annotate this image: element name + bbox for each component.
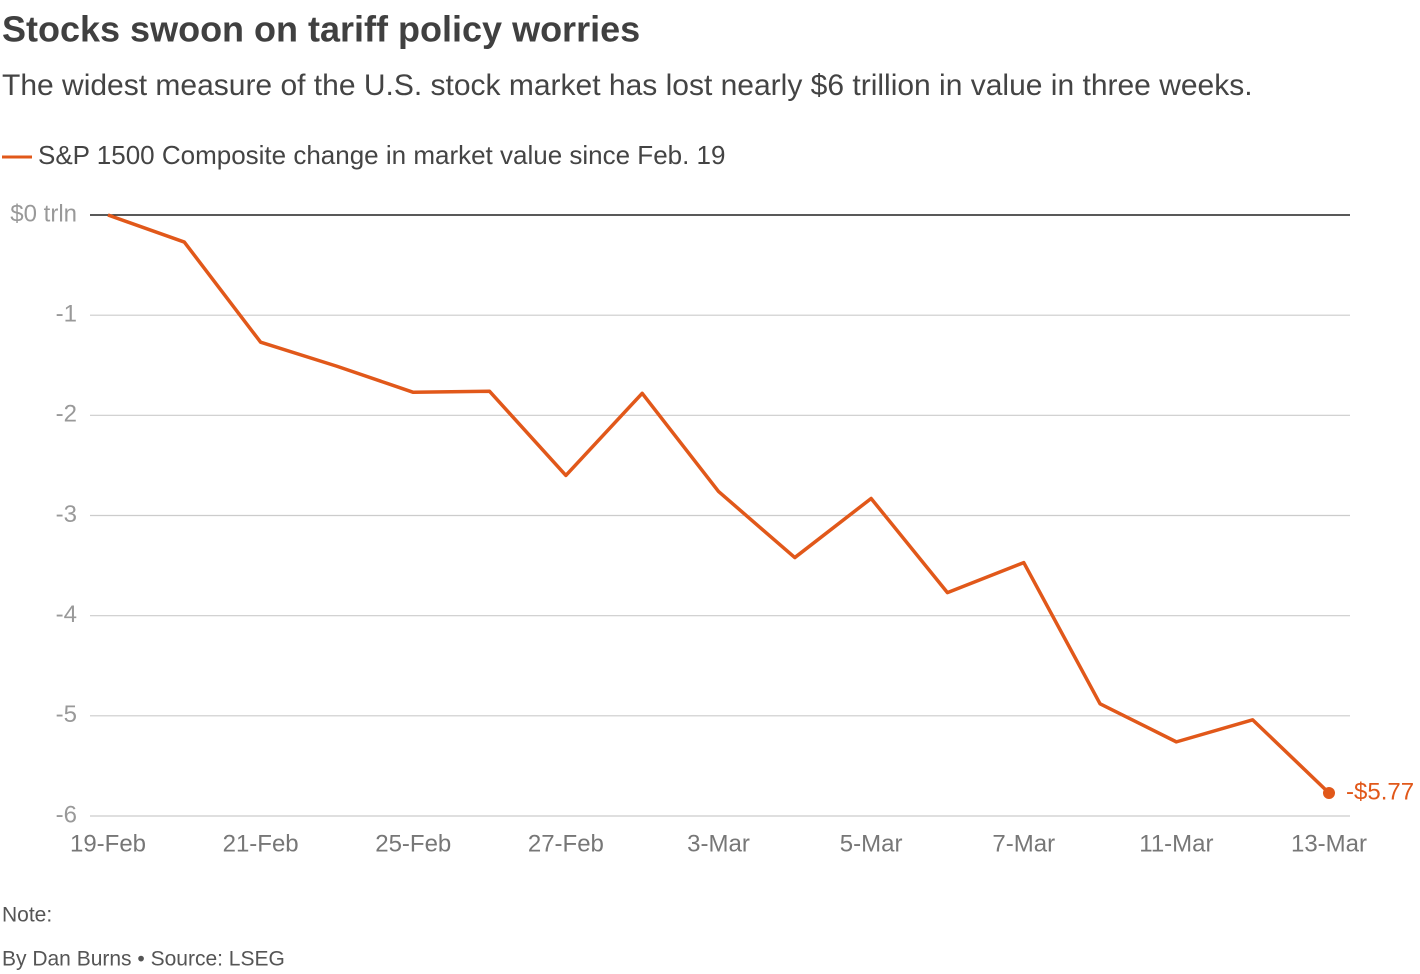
note: Note: (2, 904, 52, 927)
x-tick-label: 27-Feb (528, 830, 604, 857)
y-tick-label: -1 (56, 301, 77, 328)
legend-label: S&P 1500 Composite change in market valu… (38, 140, 725, 170)
value-label: -$5.77 (1346, 778, 1414, 805)
x-tick-label: 19-Feb (70, 830, 146, 857)
x-tick-label: 21-Feb (223, 830, 299, 857)
x-tick-label: 11-Mar (1139, 830, 1213, 857)
line (107, 213, 1331, 795)
y-tick-label: -4 (56, 601, 77, 628)
y-tick-label: -3 (56, 501, 77, 528)
x-tick-label: 13-Mar (1291, 830, 1367, 857)
end-dot (1323, 786, 1335, 799)
x-tick-label: 5-Mar (840, 830, 903, 857)
y-tick-label: -5 (56, 701, 77, 728)
x-tick-label: 25-Feb (375, 830, 451, 857)
chart-subtitle: The widest measure of the U.S. stock mar… (2, 69, 1253, 102)
x-tick-label: 7-Mar (992, 830, 1055, 857)
y-tick-label: -2 (56, 401, 77, 428)
y-tick-label: -6 (56, 801, 77, 828)
x-tick-label: 3-Mar (687, 830, 750, 857)
y-tick-label: $0 trln (10, 200, 77, 227)
chart-title: Stocks swoon on tariff policy worries (2, 9, 640, 50)
source: By Dan Burns • Source: LSEG (2, 948, 285, 971)
